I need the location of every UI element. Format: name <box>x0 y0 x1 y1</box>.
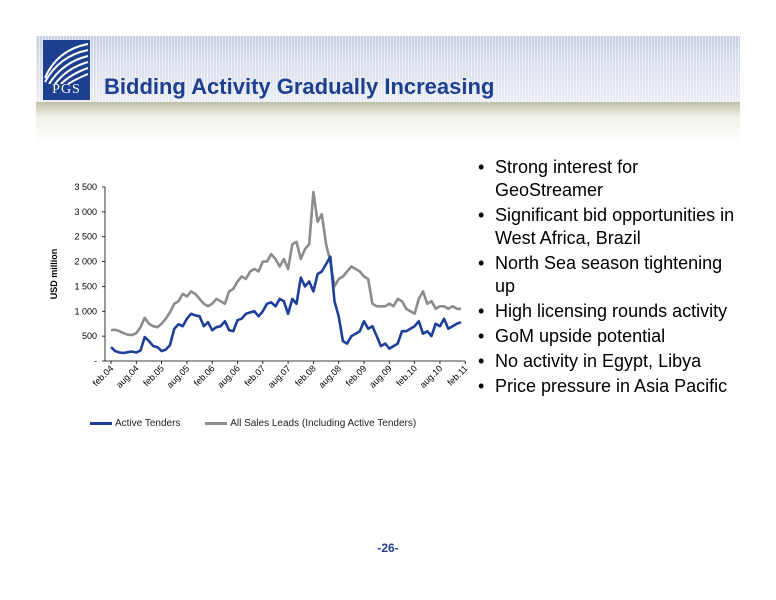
x-tick-label: aug.05 <box>165 363 192 390</box>
bullet-text: Significant bid opportunities in West Af… <box>495 205 735 248</box>
legend-label-active-tenders: Active Tenders <box>115 418 181 429</box>
bullet-item: • No activity in Egypt, Libya <box>478 350 740 373</box>
pgs-logo: PGS <box>43 40 90 100</box>
x-tick-label: aug.04 <box>114 363 141 390</box>
y-tick-label: 500 <box>82 331 97 341</box>
content-shade <box>36 116 740 146</box>
legend-swatch-active-tenders <box>90 422 112 425</box>
y-tick-label: 1 500 <box>74 281 97 291</box>
slide-title: Bidding Activity Gradually Increasing <box>104 74 495 99</box>
x-tick-label: feb.05 <box>141 363 166 388</box>
bullet-text: Price pressure in Asia Pacific <box>495 376 728 396</box>
legend-label-all-sales-leads: All Sales Leads (Including Active Tender… <box>230 418 417 429</box>
x-tick-label: aug.09 <box>367 363 394 390</box>
page-number: -26- <box>377 541 399 555</box>
logo-text: PGS <box>52 82 81 97</box>
bullet-item: • Significant bid opportunities in West A… <box>478 204 740 250</box>
x-tick-label: aug.07 <box>266 363 293 390</box>
header-divider <box>36 102 740 116</box>
bullet-glyph: • <box>478 326 485 346</box>
bullet-glyph: • <box>478 351 485 371</box>
wave-logo-icon <box>44 43 89 84</box>
x-tick-label: aug.06 <box>215 363 242 390</box>
y-tick-label: 3 000 <box>74 207 97 217</box>
x-tick-label: aug.08 <box>317 363 344 390</box>
x-tick-label: feb.10 <box>394 363 419 388</box>
legend-swatch-all-sales-leads <box>205 422 228 425</box>
bullet-glyph: • <box>478 301 485 321</box>
bullet-item: • GoM upside potential <box>478 325 740 348</box>
bullet-text: GoM upside potential <box>495 326 666 346</box>
series-line-all-sales-leads <box>110 190 461 337</box>
x-tick-label: feb.04 <box>91 363 116 388</box>
bullet-glyph: • <box>478 157 485 177</box>
x-tick-label: feb.06 <box>192 363 217 388</box>
y-tick-label: 2 500 <box>74 232 97 242</box>
bullet-text: Strong interest for GeoStreamer <box>495 157 639 200</box>
bullet-item: • Strong interest for GeoStreamer <box>478 156 740 202</box>
x-tick-label: feb.07 <box>242 363 267 388</box>
y-tick-label: 1 000 <box>74 306 97 316</box>
bullet-text: North Sea season tightening up <box>495 253 723 296</box>
chart-legend: Active Tenders All Sales Leads (Includin… <box>90 417 438 429</box>
y-tick-label: 2 000 <box>74 257 97 267</box>
y-axis-title: USD million <box>49 249 59 300</box>
bullet-text: No activity in Egypt, Libya <box>495 351 702 371</box>
bullet-item: • High licensing rounds activity <box>478 300 740 323</box>
bullet-item: • Price pressure in Asia Pacific <box>478 375 740 398</box>
y-tick-label: 3 500 <box>74 182 97 192</box>
y-tick-label: - <box>94 356 97 366</box>
x-tick-label: feb.11 <box>445 363 469 387</box>
bullet-glyph: • <box>478 376 485 396</box>
bullet-list: • Strong interest for GeoStreamer • Signif… <box>478 156 740 400</box>
legend-item-active-tenders: Active Tenders <box>90 418 180 429</box>
bidding-line-chart: USD million - 500 1 000 1 500 2 000 2 500 3 00… <box>49 182 470 390</box>
bullet-item: • North Sea season tightening up <box>478 252 740 298</box>
x-tick-label: aug.10 <box>418 363 445 390</box>
x-tick-label: feb.09 <box>344 363 369 388</box>
bullet-glyph: • <box>478 253 485 273</box>
header-stripes <box>36 36 740 102</box>
bullet-text: High licensing rounds activity <box>495 301 728 321</box>
series-line-active-tenders <box>110 255 462 355</box>
x-tick-label: feb.08 <box>293 363 318 388</box>
legend-item-all-sales-leads: All Sales Leads (Including Active Tender… <box>205 418 416 429</box>
bullet-glyph: • <box>478 205 485 225</box>
